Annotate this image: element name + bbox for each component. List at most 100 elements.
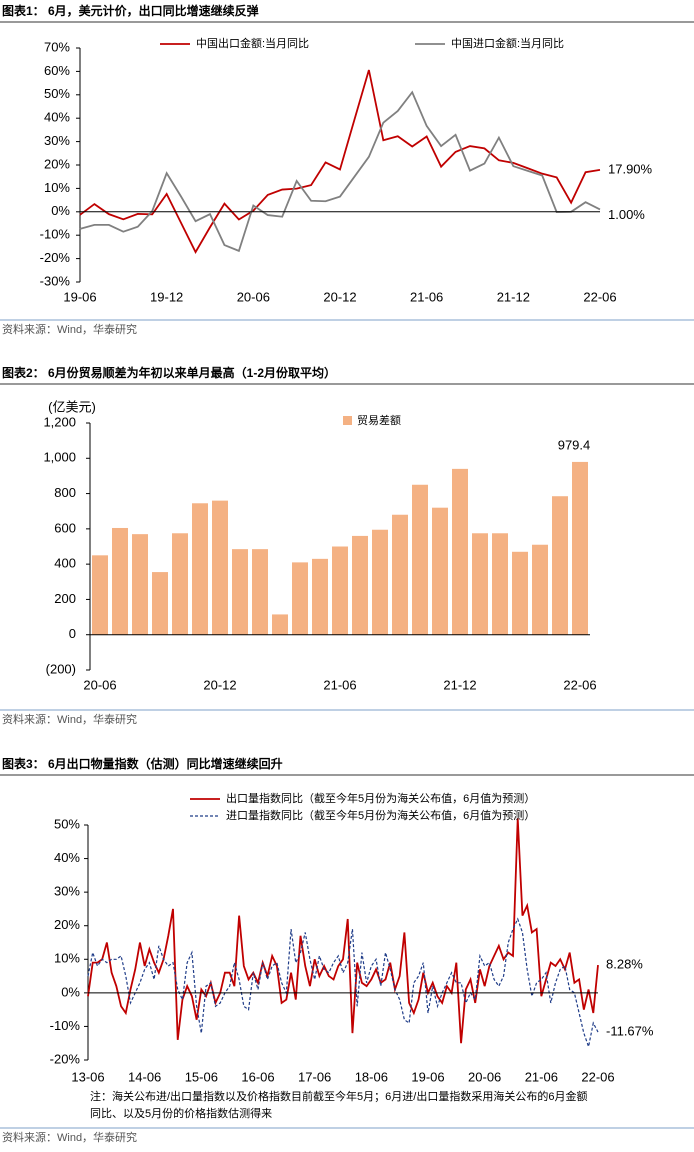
x-tick-label: 20-12 <box>203 677 236 692</box>
y-tick-label: 200 <box>54 591 76 606</box>
y-tick-label: -10% <box>40 227 71 242</box>
source: 资料来源：Wind，华泰研究 <box>2 322 137 336</box>
x-tick-label: 21-12 <box>443 677 476 692</box>
bar <box>92 555 108 635</box>
x-tick-label: 21-06 <box>525 1069 558 1084</box>
y-tick-label: 800 <box>54 485 76 500</box>
x-tick-label: 21-06 <box>410 289 443 304</box>
y-tick-label: -20% <box>50 1051 81 1066</box>
note: 注：海关公布进/出口量指数以及价格指数目前截至今年5月；6月进/出口量指数采用海… <box>90 1089 587 1120</box>
bar <box>512 551 528 635</box>
y-tick-label: 1,000 <box>43 450 76 465</box>
bar <box>332 546 348 635</box>
data-label: 979.4 <box>558 437 591 452</box>
y-tick-label: 1,200 <box>43 414 76 429</box>
bar <box>452 468 468 635</box>
x-tick-label: 20-12 <box>323 289 356 304</box>
bar <box>132 534 148 635</box>
chart-title: 图表1： 6月，美元计价，出口同比增速继续反弹 <box>2 3 259 18</box>
bar <box>432 507 448 635</box>
bar <box>412 484 428 635</box>
bar <box>472 533 488 635</box>
bar <box>252 549 268 635</box>
bar <box>312 558 328 635</box>
legend-label: 中国出口金额:当月同比 <box>196 36 309 50</box>
y-tick-label: 50% <box>54 816 80 831</box>
bar <box>152 572 168 635</box>
bar <box>292 562 308 635</box>
y-tick-label: 30% <box>44 133 70 148</box>
x-tick-label: 15-06 <box>185 1069 218 1084</box>
chart: 图表2： 6月份贸易顺差为年初以来单月最高（1-2月份取平均） 资料来源：Wind… <box>0 365 694 726</box>
y-axis-label: (亿美元) <box>48 399 96 414</box>
y-tick-label: -30% <box>40 273 71 288</box>
bar <box>352 535 368 635</box>
y-tick-label: -10% <box>50 1018 81 1033</box>
end-label: -11.67% <box>606 1023 654 1038</box>
y-tick-label: 0% <box>51 203 70 218</box>
bar <box>212 500 228 635</box>
chart-title: 图表2： 6月份贸易顺差为年初以来单月最高（1-2月份取平均） <box>2 365 336 380</box>
bar <box>272 614 288 635</box>
y-tick-label: 600 <box>54 520 76 535</box>
end-label: 8.28% <box>606 956 643 971</box>
end-label: 1.00% <box>608 207 645 222</box>
bar <box>492 533 508 635</box>
x-tick-label: 19-12 <box>150 289 183 304</box>
x-tick-label: 20-06 <box>237 289 270 304</box>
legend-label: 进口量指数同比（截至今年5月份为海关公布值，6月值为预测） <box>226 808 535 822</box>
bar <box>532 544 548 635</box>
x-tick-label: 21-12 <box>497 289 530 304</box>
x-tick-label: 20-06 <box>468 1069 501 1084</box>
bar <box>232 549 248 635</box>
plot-area <box>92 461 588 635</box>
legend-label: 出口量指数同比（截至今年5月份为海关公布值，6月值为预测） <box>226 791 535 805</box>
x-tick-label: 14-06 <box>128 1069 161 1084</box>
series-line <box>79 69 601 254</box>
legend-item: 进口量指数同比（截至今年5月份为海关公布值，6月值为预测） <box>190 808 535 822</box>
legend-item: 贸易差额 <box>343 413 401 427</box>
x-tick-label: 19-06 <box>411 1069 444 1084</box>
y-tick-label: 20% <box>44 156 70 171</box>
y-tick-label: 50% <box>44 86 70 101</box>
y-tick-label: 20% <box>54 917 80 932</box>
legend-item: 出口量指数同比（截至今年5月份为海关公布值，6月值为预测） <box>190 791 535 805</box>
bar <box>392 514 408 635</box>
bar <box>172 533 188 635</box>
x-tick-label: 19-06 <box>63 289 96 304</box>
bar <box>552 496 568 635</box>
plot-area <box>87 818 599 1049</box>
y-tick-label: 400 <box>54 556 76 571</box>
bar <box>572 461 588 635</box>
chart-title: 图表3： 6月出口物量指数（估测）同比增速继续回升 <box>2 756 283 771</box>
bar <box>372 529 388 635</box>
y-tick-label: (200) <box>46 661 76 676</box>
x-tick-label: 18-06 <box>355 1069 388 1084</box>
legend-item: 中国进口金额:当月同比 <box>415 36 564 50</box>
y-tick-label: 40% <box>44 110 70 125</box>
legend-label: 中国进口金额:当月同比 <box>451 36 564 50</box>
x-tick-label: 17-06 <box>298 1069 331 1084</box>
y-tick-label: 60% <box>44 63 70 78</box>
y-tick-label: 30% <box>54 884 80 899</box>
y-tick-label: 0% <box>61 984 80 999</box>
y-tick-label: 10% <box>54 951 80 966</box>
y-tick-label: 0 <box>69 626 76 641</box>
bar <box>112 527 128 635</box>
source: 资料来源：Wind，华泰研究 <box>2 1130 137 1144</box>
y-tick-label: 40% <box>54 850 80 865</box>
x-tick-label: 16-06 <box>241 1069 274 1084</box>
x-tick-label: 22-06 <box>581 1069 614 1084</box>
end-label: 17.90% <box>608 161 653 176</box>
y-tick-label: -20% <box>40 250 71 265</box>
x-tick-label: 20-06 <box>83 677 116 692</box>
x-tick-label: 21-06 <box>323 677 356 692</box>
x-tick-label: 13-06 <box>71 1069 104 1084</box>
series-line <box>87 917 599 1049</box>
plot-area <box>79 69 601 254</box>
legend-label: 贸易差额 <box>357 413 401 427</box>
series-line <box>79 90 601 253</box>
